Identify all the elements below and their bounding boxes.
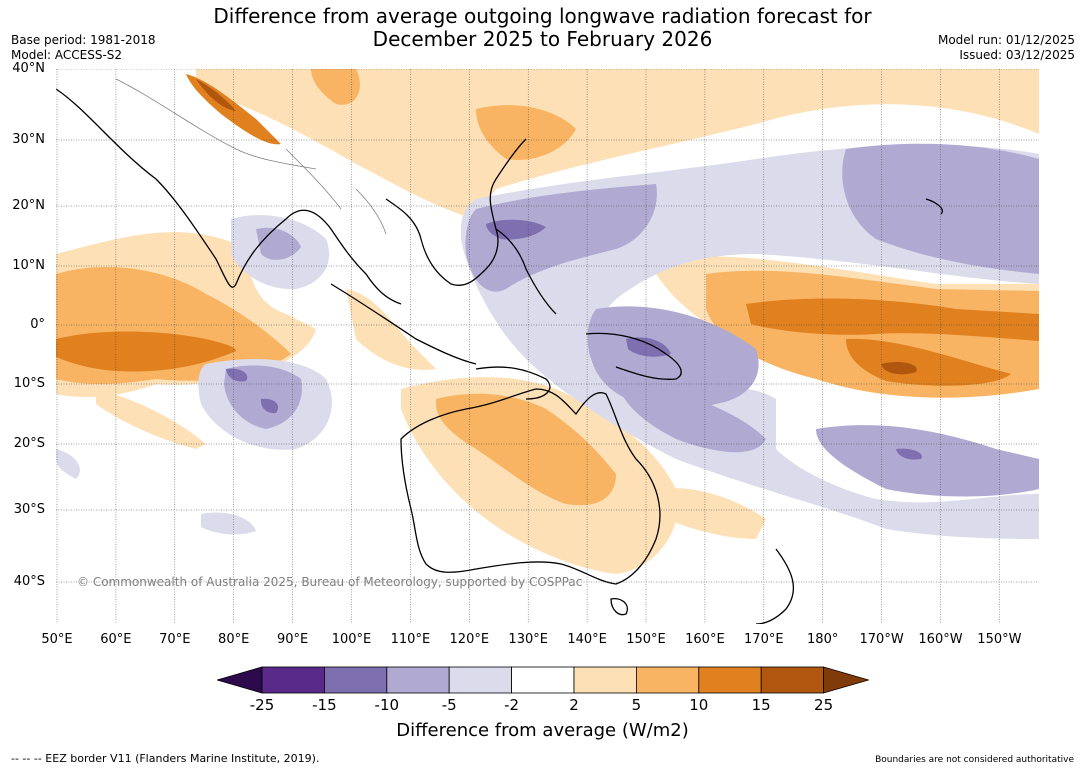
colorbar-segment [698, 666, 762, 694]
longitude-label: 70°E [159, 632, 191, 647]
latitude-label: 20°N [12, 198, 45, 213]
longitude-label: 80°E [218, 632, 250, 647]
colorbar-max-extension [823, 666, 869, 694]
longitude-label: 90°E [276, 632, 309, 647]
negative-anomaly-strong [226, 219, 922, 460]
colorbar-tick-label: 25 [814, 696, 834, 714]
latitude-label: 20°S [13, 436, 45, 451]
map-panel [56, 69, 1039, 624]
colorbar-tick-label: 2 [569, 696, 579, 714]
longitude-label: 50°E [41, 632, 73, 647]
latitude-label: 10°N [12, 258, 45, 273]
colorbar [217, 666, 869, 694]
colorbar-tick-label: -2 [504, 696, 520, 714]
meta-right: Model run: 01/12/2025 Issued: 03/12/2025 [938, 33, 1075, 63]
latitude-label: 40°N [12, 61, 45, 76]
longitude-label: 160°W [918, 632, 963, 647]
copyright-notice: © Commonwealth of Australia 2025, Bureau… [77, 575, 583, 589]
colorbar-tick-label: 10 [689, 696, 709, 714]
issued-date: Issued: 03/12/2025 [959, 48, 1075, 62]
longitude-label: 130°E [508, 632, 548, 647]
boundary-disclaimer: Boundaries are not considered authoritat… [875, 755, 1074, 765]
longitude-label: 120°E [449, 632, 490, 647]
latitude-label: 30°N [12, 132, 45, 147]
eez-legend: -- -- -- EEZ border V11 (Flanders Marine… [11, 752, 320, 765]
coastlines [56, 88, 943, 624]
colorbar-label: Difference from average (W/m2) [396, 720, 689, 741]
base-period: Base period: 1981-2018 [11, 33, 156, 47]
positive-anomaly-strong [56, 74, 1039, 386]
colorbar-segment [261, 666, 325, 694]
longitude-label: 140°E [567, 632, 607, 647]
latitude-label: 0° [30, 317, 45, 332]
colorbar-tick-label: 15 [751, 696, 771, 714]
colorbar-segment [635, 666, 700, 694]
longitude-label: 170°W [859, 632, 904, 647]
longitude-label: 180° [807, 632, 839, 647]
colorbar-segment [511, 666, 575, 694]
longitude-label: 160°E [685, 632, 725, 647]
longitude-label: 110°E [390, 632, 431, 647]
longitude-label: 170°E [744, 632, 784, 647]
colorbar-min-extension [217, 666, 263, 694]
meta-left: Base period: 1981-2018 Model: ACCESS-S2 [11, 33, 156, 63]
negative-anomaly-medium [224, 143, 1039, 497]
colorbar-segment [324, 666, 388, 694]
colorbar-tick-label: -5 [441, 696, 457, 714]
latitude-label: 30°S [13, 502, 45, 517]
colorbar-segment [448, 666, 512, 694]
chart-title: Difference from average outgoing longwav… [0, 5, 1085, 51]
model-run: Model run: 01/12/2025 [937, 33, 1075, 47]
graticule [56, 69, 1039, 624]
longitude-label: 150°E [626, 632, 666, 647]
longitude-label: 150°W [977, 632, 1022, 647]
country-borders [115, 78, 387, 235]
colorbar-tick-label: 5 [631, 696, 642, 714]
model-name: Model: ACCESS-S2 [11, 48, 123, 62]
title-line-1: Difference from average outgoing longwav… [213, 4, 872, 28]
longitude-label: 60°E [100, 632, 132, 647]
map-canvas [56, 69, 1039, 624]
colorbar-segment [760, 666, 825, 694]
title-line-2: December 2025 to February 2026 [372, 27, 713, 51]
latitude-label: 10°S [13, 376, 45, 391]
positive-anomaly-extreme [196, 79, 917, 375]
colorbar-tick-label: -10 [374, 696, 400, 714]
colorbar-tick-label: -25 [249, 696, 275, 714]
latitude-label: 40°S [13, 574, 45, 589]
colorbar-segment [386, 666, 450, 694]
colorbar-segment [573, 666, 637, 694]
longitude-label: 100°E [331, 632, 372, 647]
colorbar-tick-label: -15 [312, 696, 337, 714]
